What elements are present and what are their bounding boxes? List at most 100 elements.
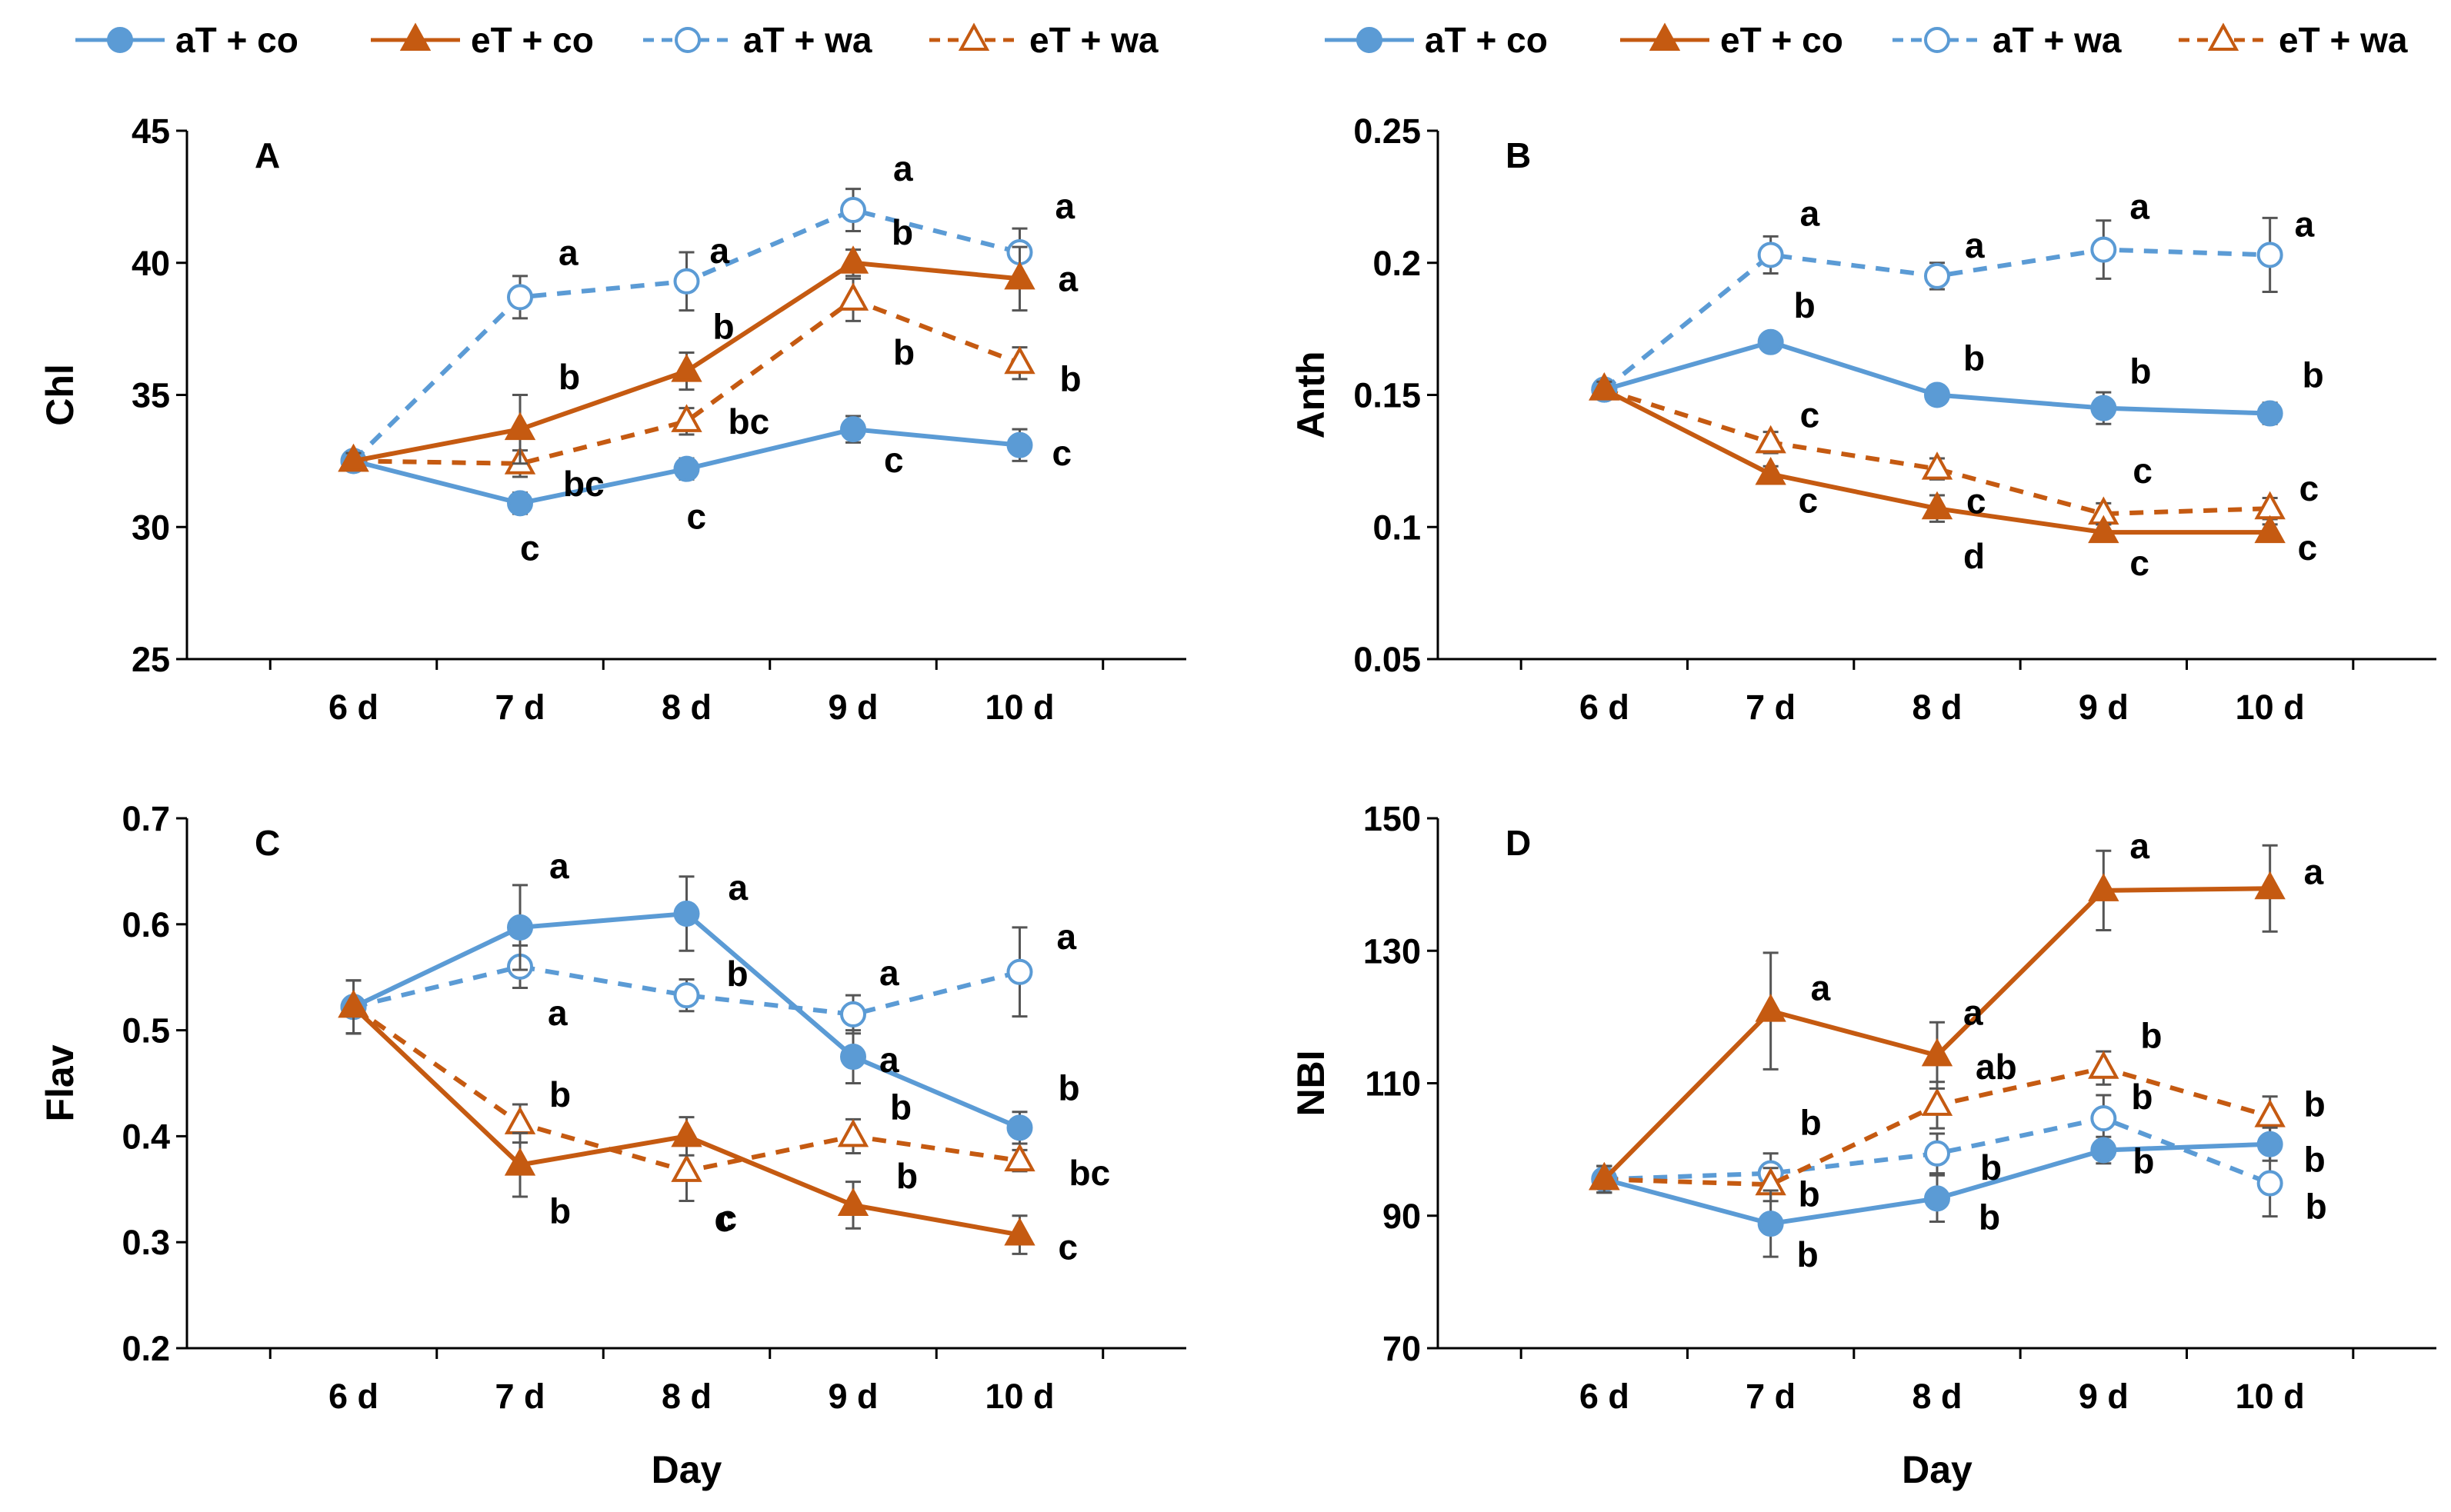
data-point (1924, 1140, 1950, 1167)
data-point (837, 1187, 869, 1216)
significance-letter: c (715, 1199, 735, 1239)
x-tick-label: 9 d (2079, 688, 2129, 727)
y-axis-title: Anth (1289, 351, 1332, 439)
significance-letter: a (893, 148, 913, 188)
data-point (1755, 994, 1786, 1022)
x-tick-label: 7 d (495, 688, 545, 727)
y-tick-label: 35 (132, 376, 170, 415)
y-tick-label: 0.6 (122, 905, 170, 944)
data-point (1921, 1037, 1953, 1067)
data-point (1589, 1161, 1620, 1191)
data-point (673, 455, 700, 482)
significance-letter: a (1811, 968, 1831, 1008)
significance-letter: c (1800, 395, 1820, 435)
y-tick-label: 30 (132, 508, 170, 547)
data-point (840, 1001, 866, 1027)
significance-letter: b (559, 357, 580, 397)
significance-letter: a (879, 1040, 899, 1080)
legend-item: aT + wa (1892, 20, 2122, 60)
data-point (507, 914, 533, 941)
significance-letter: c (2298, 528, 2318, 568)
significance-letter: a (549, 846, 569, 886)
data-point (671, 404, 702, 432)
legend-left: aT + co eT + co aT + wa eT + wa (75, 20, 1159, 60)
x-tick-label: 8 d (662, 688, 712, 727)
data-point (1004, 1143, 1035, 1172)
significance-letter: b (2304, 1084, 2326, 1124)
y-tick-label: 0.2 (122, 1329, 170, 1368)
x-tick-label: 6 d (1579, 1377, 1629, 1416)
legend-label: aT + co (175, 20, 298, 60)
legend-marker (1649, 22, 1681, 51)
x-tick-label: 9 d (828, 688, 878, 727)
panel-label: D (1506, 823, 1531, 863)
x-tick-label: 10 d (2236, 1377, 2305, 1416)
series-line (1604, 1116, 2271, 1186)
data-point (1757, 328, 1784, 355)
significance-letter: b (2129, 351, 2151, 391)
y-tick-label: 0.15 (1353, 376, 1421, 415)
significance-letter: c (1059, 1227, 1079, 1267)
significance-letter: d (1963, 536, 1985, 576)
significance-letter: a (1800, 193, 1820, 233)
significance-letter: b (1799, 1174, 1820, 1214)
legend-item: aT + co (1325, 20, 1548, 60)
x-tick-label: 6 d (328, 688, 378, 727)
data-point (1004, 261, 1035, 290)
y-tick-label: 90 (1382, 1197, 1421, 1236)
series-et-co (338, 245, 1035, 472)
significance-letter: a (1055, 186, 1075, 226)
significance-letter: b (2131, 1077, 2153, 1117)
legend-label: eT + co (471, 20, 594, 60)
significance-letter: b (727, 954, 749, 994)
data-point (2256, 400, 2283, 427)
data-point (1004, 345, 1035, 375)
chart-panel-c: 0.2 0.3 0.4 0.5 0.6 0.7 6 d 7 d 8 d 9 d 10 d Flav Da… (38, 799, 1186, 1491)
y-tick-label: 0.05 (1353, 640, 1421, 679)
data-point (1757, 241, 1784, 268)
series-line (353, 297, 1021, 466)
panel-label: C (255, 823, 280, 863)
significance-letter: bc (729, 401, 770, 441)
significance-letter: b (890, 1087, 912, 1127)
significance-letter: b (549, 1191, 571, 1231)
legend-label: aT + wa (1992, 20, 2122, 60)
data-point (2090, 1137, 2117, 1164)
y-tick-label: 0.25 (1353, 112, 1421, 151)
series-et-co (1589, 372, 2286, 544)
significance-letter: c (2133, 451, 2153, 491)
data-point (840, 1044, 866, 1071)
significance-letter: a (1057, 917, 1077, 957)
data-point (2256, 241, 2283, 268)
data-point (673, 982, 700, 1009)
significance-letter: a (559, 232, 579, 272)
significance-letter: ab (1976, 1047, 2017, 1087)
data-point (840, 197, 866, 224)
x-tick-label: 8 d (1912, 1377, 1962, 1416)
significance-letter: a (1965, 225, 1985, 265)
data-point (1921, 451, 1953, 480)
x-tick-label: 6 d (328, 1377, 378, 1416)
significance-letter: a (1059, 258, 1079, 298)
data-point (2254, 515, 2286, 544)
data-point (2088, 873, 2119, 901)
y-tick-label: 150 (1363, 799, 1421, 838)
data-point (1589, 372, 1620, 401)
significance-letter: b (2133, 1141, 2154, 1181)
data-point (504, 411, 536, 441)
significance-letter: b (2140, 1016, 2162, 1056)
significance-letter: c (884, 440, 904, 480)
significance-letter: c (1799, 481, 1819, 521)
x-tick-label: 10 d (985, 1377, 1054, 1416)
data-point (673, 901, 700, 928)
significance-letter: b (892, 212, 913, 252)
legend-label: aT + co (1425, 20, 1548, 60)
y-tick-label: 130 (1363, 931, 1421, 971)
data-point (2254, 491, 2286, 520)
data-point (507, 284, 533, 311)
y-tick-label: 0.7 (122, 799, 170, 838)
data-point (1757, 1211, 1784, 1237)
legend-item: eT + co (371, 20, 594, 60)
significance-letter: b (1794, 285, 1816, 325)
